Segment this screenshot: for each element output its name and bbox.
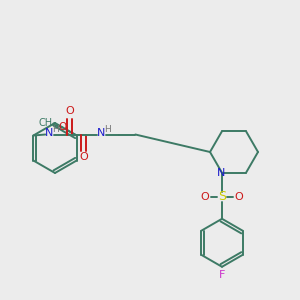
- Text: O: O: [235, 192, 243, 202]
- Text: N: N: [217, 168, 225, 178]
- Text: O: O: [58, 122, 67, 133]
- Text: S: S: [218, 190, 226, 203]
- Text: N: N: [97, 128, 106, 139]
- Text: O: O: [79, 152, 88, 163]
- Text: H: H: [52, 125, 59, 134]
- Text: O: O: [201, 192, 209, 202]
- Text: O: O: [65, 106, 74, 116]
- Text: F: F: [219, 270, 225, 280]
- Text: N: N: [45, 128, 53, 139]
- Text: H: H: [104, 125, 111, 134]
- Text: CH₃: CH₃: [39, 118, 57, 128]
